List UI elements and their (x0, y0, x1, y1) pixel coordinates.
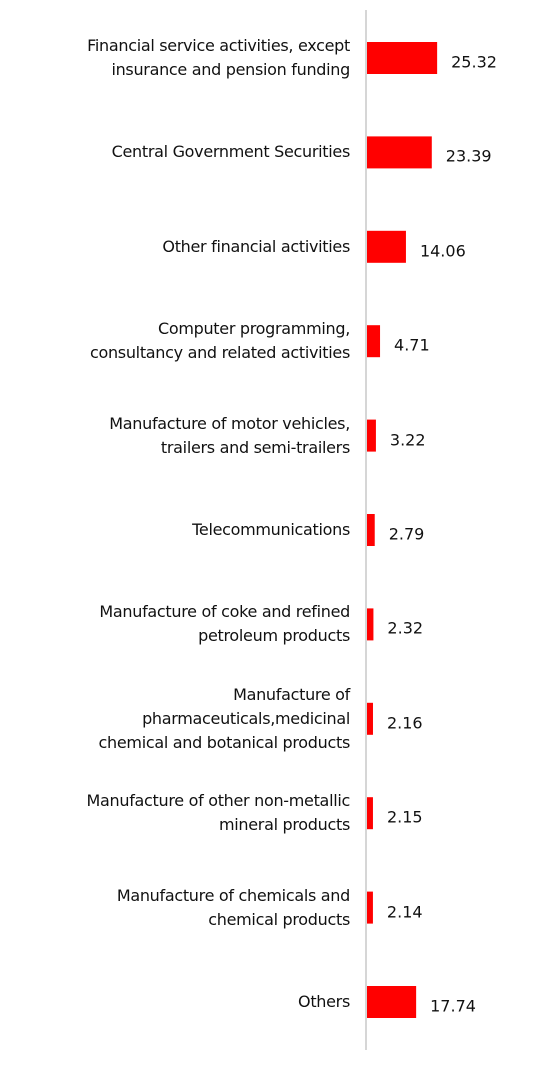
bar (367, 514, 375, 546)
category-label: Others (298, 992, 350, 1011)
bar (367, 230, 406, 263)
bar (367, 608, 374, 641)
value-label: 2.15 (386, 807, 423, 827)
category-label: Manufacture of chemicals and chemical pr… (116, 885, 350, 929)
bar (367, 986, 417, 1018)
category-label: Manufacture of other non-metallic minera… (86, 791, 351, 835)
value-label: 2.14 (386, 902, 423, 922)
value-label: 23.39 (445, 146, 492, 166)
category-label: Computer programming, consultancy and re… (89, 319, 350, 363)
value-label: 25.32 (451, 52, 497, 72)
bar (367, 891, 373, 924)
category-label: Financial service activities, except ins… (87, 36, 350, 79)
bar (367, 136, 432, 169)
value-label: 4.71 (394, 335, 430, 355)
bar (367, 42, 438, 74)
value-label: 2.16 (386, 713, 423, 733)
value-label: 2.32 (387, 618, 424, 638)
bar (367, 702, 373, 735)
category-label: Manufacture of motor vehicles, trailers … (109, 413, 350, 457)
bar (367, 797, 373, 830)
category-label: Manufacture of pharmaceuticals,medicinal… (98, 684, 351, 752)
category-label: Telecommunications (192, 520, 350, 539)
value-label: 2.79 (388, 524, 425, 544)
bar (367, 419, 376, 452)
bar (367, 325, 381, 358)
category-label: Other financial activities (162, 236, 350, 256)
value-label: 14.06 (419, 241, 466, 261)
category-label: Manufacture of coke and refined petroleu… (99, 602, 350, 646)
value-label: 3.22 (389, 430, 426, 450)
category-label: Central Government Securities (111, 142, 351, 162)
value-label: 17.74 (430, 996, 476, 1016)
